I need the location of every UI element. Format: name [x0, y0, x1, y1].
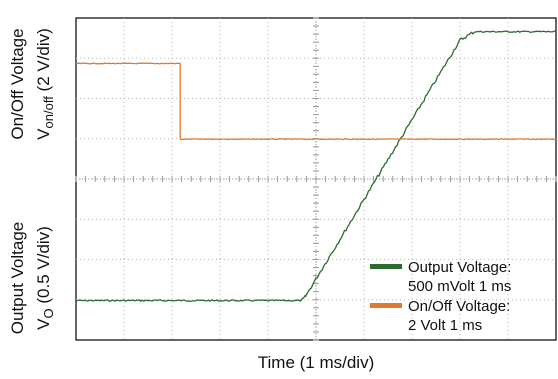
- series-layer: [75, 30, 557, 303]
- legend-swatch-output: [370, 264, 402, 269]
- grid: [75, 17, 557, 341]
- y-axis-label-top-line1: On/Off Voltage: [8, 28, 27, 139]
- legend-label-onoff: On/Off Voltage:: [408, 298, 510, 315]
- legend-note-onoff: 2 Volt 1 ms: [408, 317, 482, 334]
- legend-label-output: Output Voltage:: [408, 259, 511, 276]
- y-axis-label-bottom-line1: Output Voltage: [8, 222, 27, 334]
- x-axis-label: Time (1 ms/div): [258, 353, 375, 372]
- series-line-output-voltage: [75, 30, 557, 303]
- legend-note-output: 500 mVolt 1 ms: [408, 278, 511, 295]
- legend-swatch-onoff: [370, 303, 402, 308]
- y-axis-label-bottom-line2: VO (0.5 V/div): [34, 226, 56, 330]
- y-axis-label-top-line2: Von/off (2 V/div): [34, 28, 56, 140]
- series-line-onoff-voltage: [76, 62, 557, 141]
- legend: Output Voltage: 500 mVolt 1 ms On/Off Vo…: [370, 259, 511, 334]
